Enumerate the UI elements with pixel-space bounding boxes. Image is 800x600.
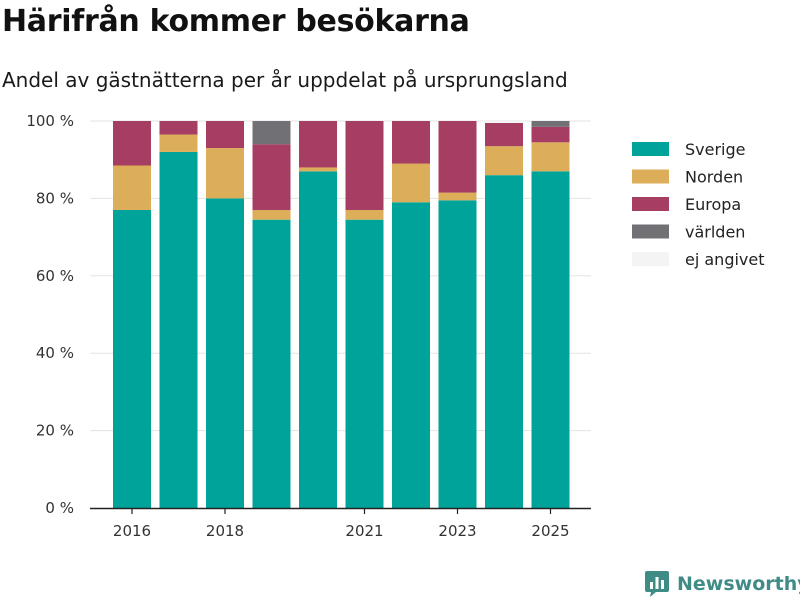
bar-segment: [206, 121, 244, 149]
y-tick-label: 100 %: [26, 112, 74, 130]
bar-segment: [485, 122, 523, 147]
bar-segment: [299, 167, 337, 172]
y-tick-label: 40 %: [36, 344, 74, 362]
legend-swatch: [632, 169, 669, 184]
bar-segment: [206, 148, 244, 199]
x-tick-label: 2021: [345, 522, 383, 540]
bar-segment: [531, 126, 570, 143]
bar-segment: [345, 210, 384, 220]
bars: [113, 121, 570, 508]
bar-segment: [345, 219, 384, 508]
bar-segment: [531, 142, 570, 172]
y-tick-label: 60 %: [36, 267, 74, 285]
bar-segment: [159, 121, 198, 135]
bar-chart-speech-bubble-icon: [645, 571, 669, 597]
bar-segment: [392, 163, 430, 203]
bar-segment: [438, 192, 477, 201]
x-tick-label: 2025: [531, 522, 569, 540]
legend-label: Europa: [685, 195, 741, 214]
bar-segment: [438, 200, 477, 508]
bar-segment: [113, 121, 151, 166]
bar-segment: [531, 121, 570, 127]
y-tick-label: 0 %: [45, 499, 74, 517]
legend-label: världen: [685, 223, 745, 242]
bar-segment: [299, 171, 337, 508]
legend: Sverige Norden Europa världen ej angivet: [632, 140, 765, 269]
x-tick-label: 2016: [113, 522, 151, 540]
y-tick-label: 80 %: [36, 189, 74, 207]
bar-segment: [252, 219, 291, 508]
chart-subtitle: Andel av gästnätterna per år uppdelat på…: [2, 68, 568, 92]
bar-segment: [531, 171, 570, 508]
legend-label: Sverige: [685, 140, 746, 159]
bar-segment: [113, 165, 151, 211]
bar-segment: [159, 134, 198, 152]
x-tick-label: 2018: [206, 522, 244, 540]
bar-segment: [252, 121, 291, 145]
bar-segment: [392, 202, 430, 508]
brand-name: Newsworthy: [677, 573, 800, 595]
brand-logo: Newsworthy: [644, 570, 800, 598]
legend-swatch: [632, 224, 669, 239]
bar-segment: [113, 210, 151, 508]
bar-segment: [485, 146, 523, 176]
legend-swatch: [632, 142, 669, 156]
bar-segment: [252, 144, 291, 211]
bar-segment: [345, 121, 384, 211]
bar-segment: [438, 121, 477, 193]
bar-segment: [485, 175, 523, 508]
legend-swatch: [632, 197, 669, 211]
bar-segment: [159, 151, 198, 508]
bar-segment: [392, 121, 430, 164]
bar-segment: [252, 210, 291, 220]
bar-segment: [299, 121, 337, 168]
x-tick-label: 2023: [438, 522, 476, 540]
chart-title: Härifrån kommer besökarna: [2, 4, 470, 39]
bar-segment: [485, 121, 523, 123]
bar-segment: [206, 198, 244, 508]
y-tick-label: 20 %: [36, 422, 74, 440]
legend-label: ej angivet: [685, 250, 765, 269]
axes: 0 % 20 % 40 % 60 % 80 % 100 % 2016 2018 2021 2023…: [26, 112, 591, 540]
legend-swatch: [632, 252, 669, 266]
legend-label: Norden: [685, 168, 743, 187]
